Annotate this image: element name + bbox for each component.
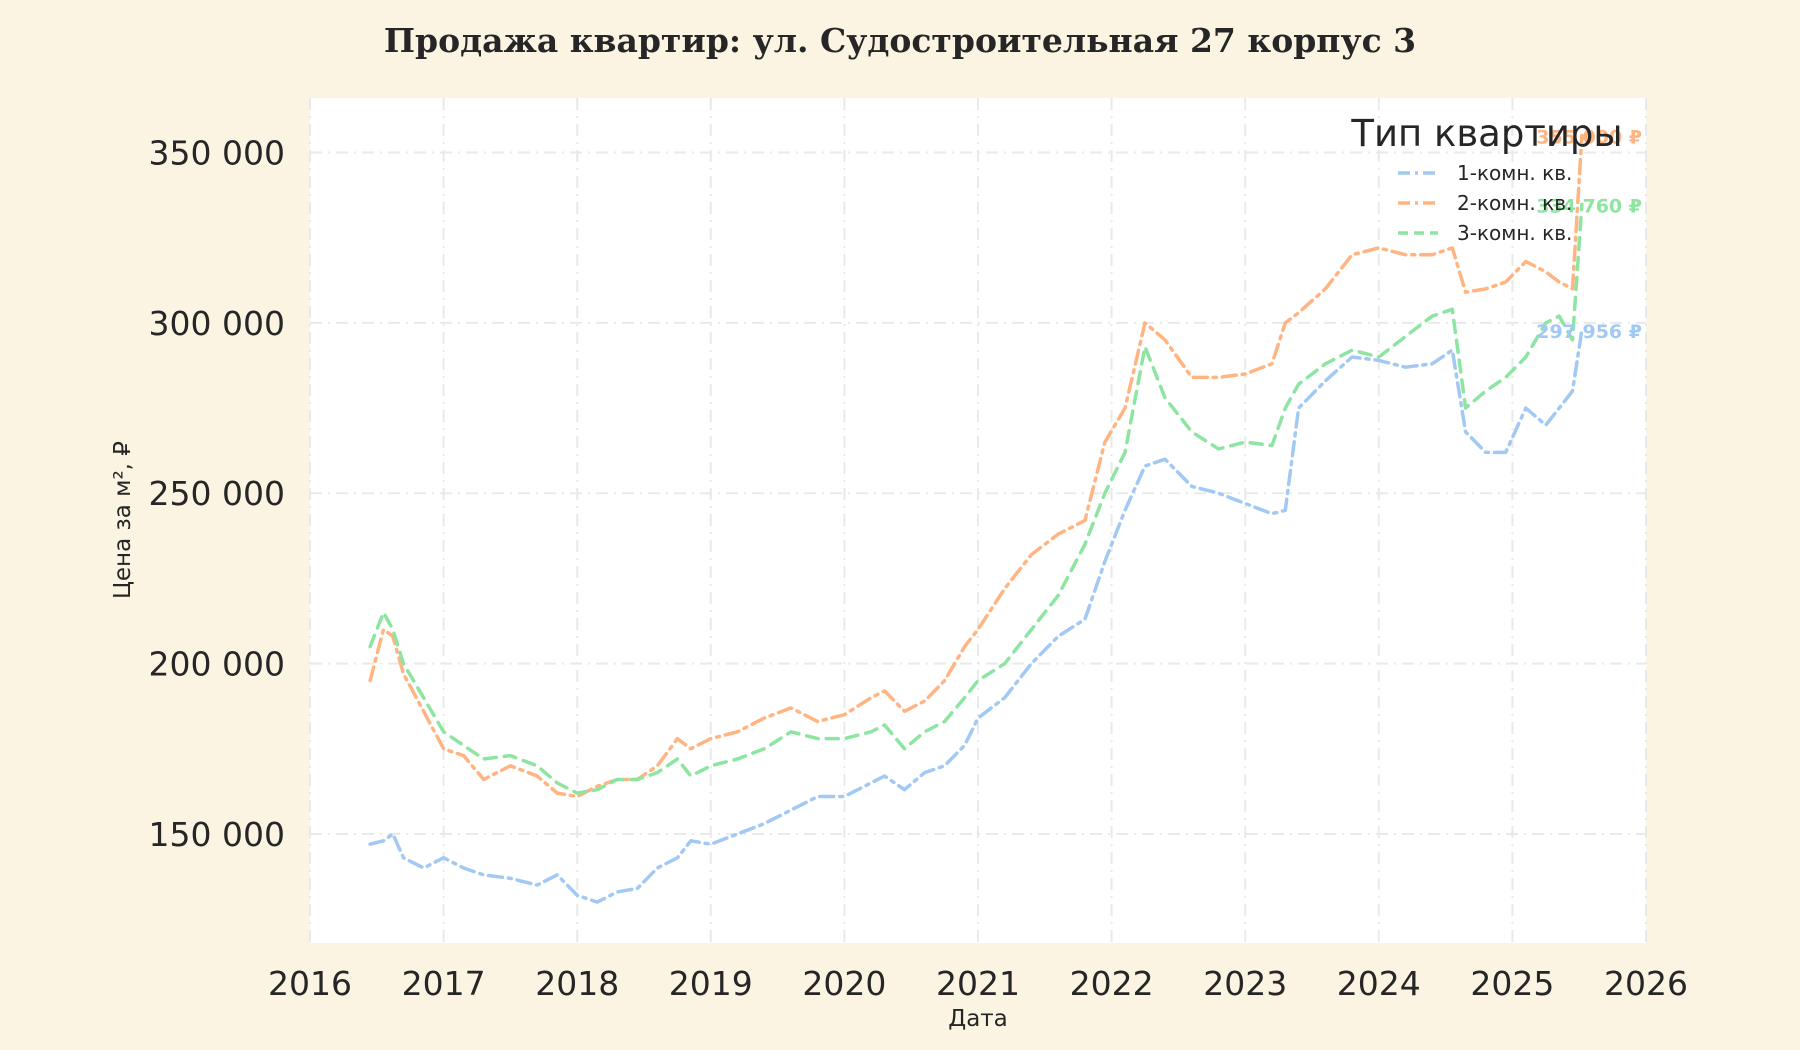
series-layer bbox=[368, 133, 1584, 904]
x-tick-label-2022: 2022 bbox=[1070, 964, 1154, 1003]
legend-label-3: 3-комн. кв. bbox=[1457, 221, 1572, 245]
legend: Тип квартиры 1-комн. кв. 2-комн. кв. 3-ком… bbox=[1350, 112, 1622, 245]
y-tick-label-200000: 200 000 bbox=[149, 645, 285, 684]
y-tick-label-350000: 350 000 bbox=[149, 134, 285, 173]
series-line-3 bbox=[368, 202, 1584, 795]
x-tick-label-2023: 2023 bbox=[1203, 964, 1287, 1003]
end-label-series-3: 334 760 ₽ bbox=[1536, 195, 1642, 217]
y-tick-label-300000: 300 000 bbox=[149, 304, 285, 343]
end-labels: 297 956 ₽ 355 000 ₽ 334 760 ₽ bbox=[1536, 126, 1642, 342]
x-tick-label-2018: 2018 bbox=[535, 964, 619, 1003]
series-line-2 bbox=[368, 133, 1584, 799]
grid bbox=[309, 98, 1647, 943]
legend-title: Тип квартиры bbox=[1350, 112, 1622, 155]
x-axis-ticks: 2016 2017 2018 2019 2020 2021 2022 2023 2024 2025… bbox=[268, 964, 1688, 1003]
x-tick-label-2021: 2021 bbox=[936, 964, 1020, 1003]
y-tick-label-150000: 150 000 bbox=[149, 815, 285, 854]
x-tick-label-2019: 2019 bbox=[669, 964, 753, 1003]
y-axis-ticks: 150 000 200 000 250 000 300 000 350 000 bbox=[149, 134, 285, 854]
x-tick-label-2016: 2016 bbox=[268, 964, 352, 1003]
end-label-series-1: 297 956 ₽ bbox=[1536, 321, 1642, 343]
x-tick-label-2025: 2025 bbox=[1470, 964, 1554, 1003]
x-tick-label-2020: 2020 bbox=[802, 964, 886, 1003]
legend-label-2: 2-комн. кв. bbox=[1457, 191, 1572, 215]
series-line-1 bbox=[368, 328, 1584, 904]
end-label-series-2: 355 000 ₽ bbox=[1536, 126, 1642, 148]
x-axis-label: Дата bbox=[948, 1006, 1008, 1032]
y-tick-label-250000: 250 000 bbox=[149, 474, 285, 513]
x-tick-label-2017: 2017 bbox=[402, 964, 486, 1003]
legend-label-1: 1-комн. кв. bbox=[1457, 161, 1572, 185]
y-axis-label: Цена за м², ₽ bbox=[110, 441, 136, 599]
x-tick-label-2026: 2026 bbox=[1604, 964, 1688, 1003]
chart-title: Продажа квартир: ул. Судостроительная 27… bbox=[384, 21, 1416, 60]
legend-items: 1-комн. кв. 2-комн. кв. 3-комн. кв. bbox=[1398, 161, 1572, 245]
x-tick-label-2024: 2024 bbox=[1337, 964, 1421, 1003]
